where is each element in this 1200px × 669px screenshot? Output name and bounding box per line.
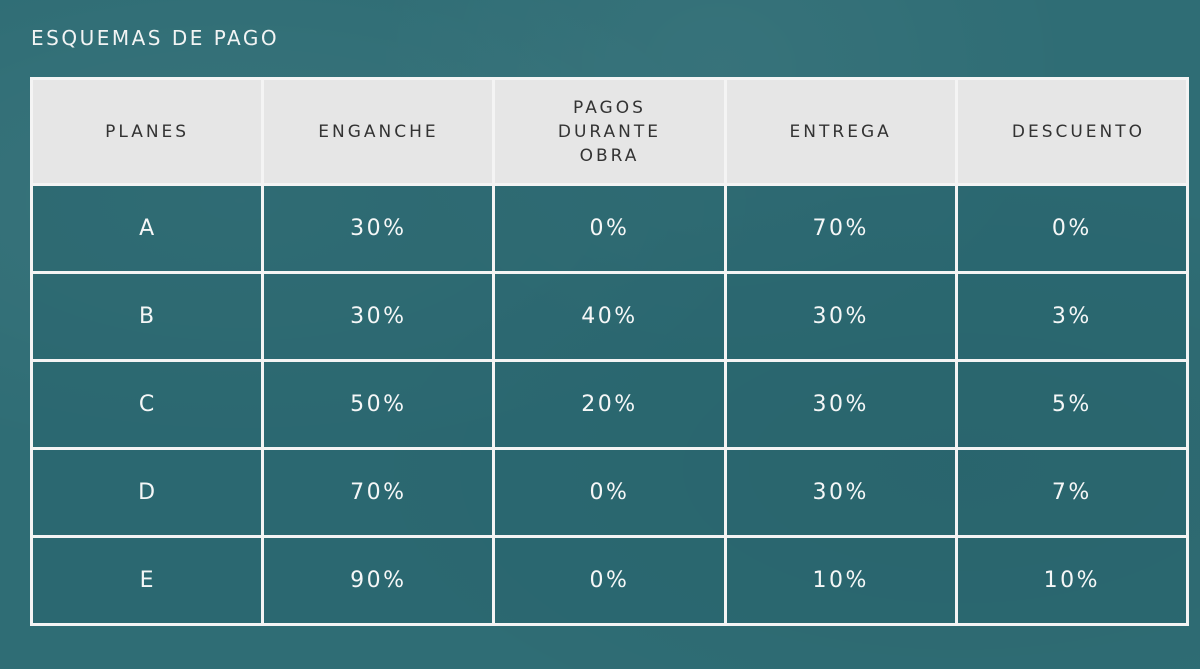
pagos-obra-cell: 20% (492, 359, 727, 450)
header-descuento: DESCUENTO (954, 77, 1190, 186)
table-row: B 30% 40% 30% 3% (29, 271, 1190, 362)
header-enganche: ENGANCHE (261, 77, 496, 186)
enganche-cell: 90% (261, 535, 496, 626)
entrega-cell: 30% (723, 359, 958, 450)
payment-plans-table-container: PLANES ENGANCHE PAGOS DURANTE OBRA ENTRE… (29, 77, 1190, 626)
descuento-cell: 5% (954, 359, 1190, 450)
entrega-cell: 30% (723, 271, 958, 362)
descuento-cell: 3% (954, 271, 1190, 362)
plan-cell: B (29, 271, 265, 362)
descuento-cell: 7% (954, 447, 1190, 538)
table-row: D 70% 0% 30% 7% (29, 447, 1190, 538)
enganche-cell: 30% (261, 271, 496, 362)
payment-plans-table: PLANES ENGANCHE PAGOS DURANTE OBRA ENTRE… (29, 77, 1190, 626)
entrega-cell: 30% (723, 447, 958, 538)
table-row: C 50% 20% 30% 5% (29, 359, 1190, 450)
enganche-cell: 70% (261, 447, 496, 538)
table-header: PLANES ENGANCHE PAGOS DURANTE OBRA ENTRE… (29, 77, 1190, 186)
descuento-cell: 0% (954, 183, 1190, 274)
header-entrega: ENTREGA (723, 77, 958, 186)
enganche-cell: 30% (261, 183, 496, 274)
header-row: PLANES ENGANCHE PAGOS DURANTE OBRA ENTRE… (29, 77, 1190, 186)
plan-cell: E (29, 535, 265, 626)
header-enganche-label: ENGANCHE (318, 121, 439, 142)
page-title: ESQUEMAS DE PAGO (31, 26, 280, 50)
plan-cell: D (29, 447, 265, 538)
pagos-obra-cell: 0% (492, 535, 727, 626)
table-body: A 30% 0% 70% 0% B 30% 40% 30% 3% C 50% 2… (29, 183, 1190, 626)
header-descuento-label: DESCUENTO (1011, 121, 1146, 142)
pagos-obra-cell: 0% (492, 183, 727, 274)
enganche-cell: 50% (261, 359, 496, 450)
entrega-cell: 10% (723, 535, 958, 626)
header-pagos-durante-obra: PAGOS DURANTE OBRA (492, 77, 727, 186)
descuento-cell: 10% (954, 535, 1190, 626)
plan-cell: C (29, 359, 265, 450)
pagos-obra-cell: 40% (492, 271, 727, 362)
entrega-cell: 70% (723, 183, 958, 274)
header-entrega-label: ENTREGA (789, 121, 892, 142)
table-row: A 30% 0% 70% 0% (29, 183, 1190, 274)
header-planes-label: PLANES (105, 121, 190, 142)
pagos-obra-cell: 0% (492, 447, 727, 538)
header-planes: PLANES (29, 77, 265, 186)
plan-cell: A (29, 183, 265, 274)
header-pagos-durante-obra-label: PAGOS DURANTE OBRA (557, 97, 662, 166)
table-row: E 90% 0% 10% 10% (29, 535, 1190, 626)
